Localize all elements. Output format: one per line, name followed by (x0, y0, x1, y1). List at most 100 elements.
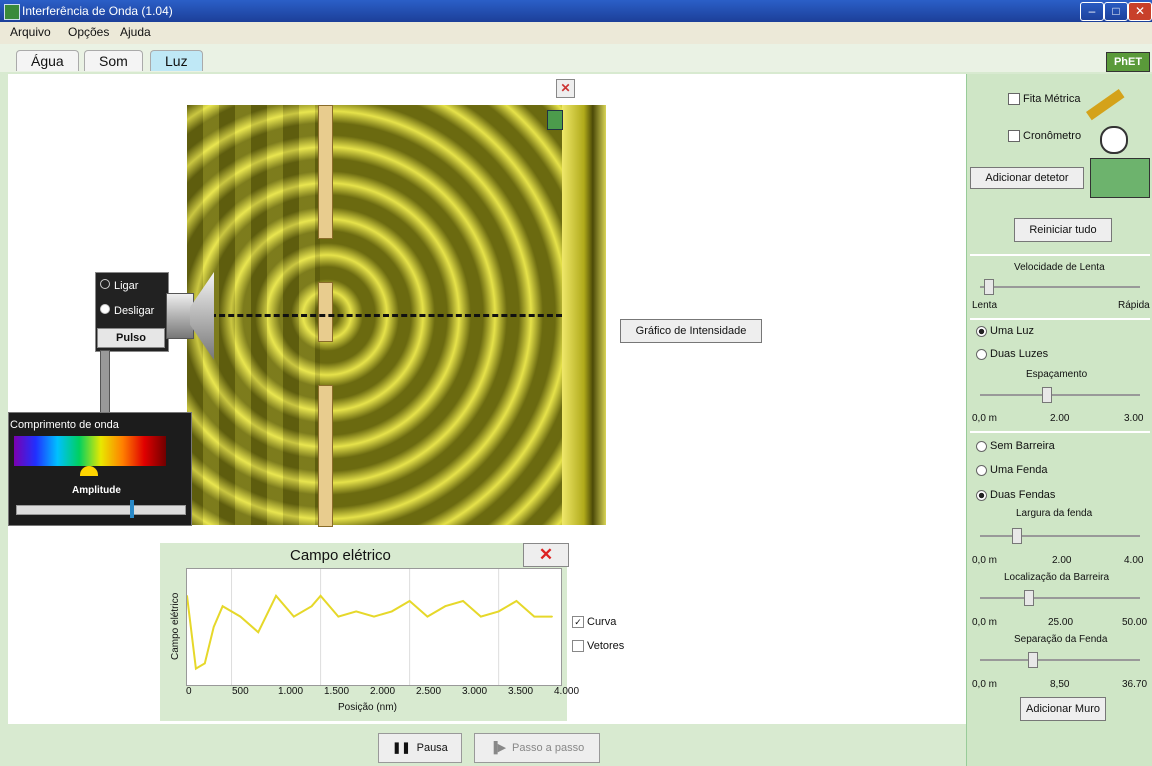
window-title: Interferência de Onda (1.04) (22, 4, 173, 18)
one-light-radio[interactable]: Uma Luz (976, 325, 1034, 337)
slit-separation-tick-mid: 8,50 (1050, 679, 1070, 690)
wave-axis-line (210, 314, 562, 317)
amplitude-label: Amplitude (72, 485, 121, 496)
chart-point (462, 600, 464, 602)
chart-point (319, 595, 322, 597)
barrier-location-tick-mid: 25.00 (1048, 617, 1074, 628)
chart-point (373, 615, 375, 618)
chart-point (391, 610, 393, 613)
lamp-body (166, 293, 194, 339)
step-icon: ▐▶ (489, 742, 507, 754)
slit-width-thumb[interactable] (1012, 528, 1022, 544)
menu-file[interactable]: Arquivo (10, 25, 51, 39)
chart-point (275, 595, 277, 597)
chart-point (355, 610, 357, 613)
minimize-button[interactable]: – (1080, 2, 1104, 21)
chart-x-tick: 3.000 (462, 686, 488, 697)
slit-width-label: Largura da fenda (1016, 508, 1093, 519)
chart-point (337, 615, 340, 618)
barrier-location-slider[interactable] (980, 597, 1140, 599)
no-barrier-radio[interactable]: Sem Barreira (976, 440, 1055, 452)
lamp-on-radio[interactable]: Ligar (100, 279, 138, 292)
separator (970, 318, 1150, 320)
chart-point (551, 615, 553, 618)
reset-all-button[interactable]: Reiniciar tudo (1014, 218, 1112, 242)
chart-point (408, 600, 411, 602)
screen-panel (562, 105, 606, 525)
lamp-pole (100, 350, 110, 416)
stopwatch-icon (1100, 126, 1128, 154)
wavelength-knob[interactable] (80, 466, 98, 476)
frequency-slider[interactable] (980, 286, 1140, 288)
chart-point (533, 615, 536, 618)
one-slit-radio[interactable]: Uma Fenda (976, 464, 1047, 476)
measuring-tape-checkbox[interactable]: Fita Métrica (1008, 93, 1080, 106)
slit-separation-tick-max: 36.70 (1122, 679, 1148, 690)
legend-curve-checkbox[interactable]: ✓ Curva (572, 616, 616, 629)
chart-point (257, 631, 260, 633)
chart-point (310, 605, 313, 607)
slit-width-tick-max: 4.00 (1124, 555, 1144, 566)
menu-bar (0, 22, 1152, 44)
amplitude-thumb[interactable] (130, 500, 134, 518)
chart-point (293, 615, 295, 618)
slit-width-tick-min: 0,0 m (972, 555, 998, 566)
wavelength-spectrum-slider[interactable] (14, 436, 166, 466)
pulse-button[interactable]: Pulso (97, 328, 165, 348)
chart-title: Campo elétrico (290, 547, 391, 564)
two-slits-radio[interactable]: Duas Fendas (976, 489, 1055, 501)
frequency-min: Lenta (972, 300, 998, 311)
screen-handle[interactable] (547, 110, 563, 130)
title-bar (0, 0, 1152, 22)
chart-point (221, 605, 224, 607)
close-window-button[interactable]: ✕ (1128, 2, 1152, 21)
barrier-bottom[interactable] (318, 385, 333, 527)
chart-x-tick: 3.500 (508, 686, 534, 697)
chart-x-label: Posição (nm) (338, 702, 397, 713)
barrier-middle[interactable] (318, 282, 333, 342)
intensity-graph-button[interactable]: Gráfico de Intensidade (620, 319, 762, 343)
barrier-location-thumb[interactable] (1024, 590, 1034, 606)
chart-point (497, 610, 500, 613)
spacing-tick-min: 0,0 m (972, 413, 998, 424)
separator (970, 254, 1150, 256)
slit-width-slider[interactable] (980, 535, 1140, 537)
slit-width-tick-mid: 2.00 (1052, 555, 1072, 566)
stopwatch-checkbox[interactable]: Cronômetro (1008, 130, 1081, 143)
slit-separation-tick-min: 0,0 m (972, 679, 998, 690)
chart-point (195, 667, 197, 670)
separator (970, 431, 1150, 433)
chart-x-tick: 0 (186, 686, 192, 697)
lamp-off-radio[interactable]: Desligar (100, 304, 154, 317)
frequency-label: Velocidade de Lenta (1014, 262, 1105, 273)
pause-button[interactable]: ❚❚ Pausa (378, 733, 462, 763)
close-chart-button[interactable]: ✕ (523, 543, 569, 567)
barrier-top[interactable] (318, 105, 333, 239)
add-detector-button[interactable]: Adicionar detetor (970, 167, 1084, 189)
slit-separation-thumb[interactable] (1028, 652, 1038, 668)
legend-vectors-checkbox[interactable]: Vetores (572, 640, 624, 653)
menu-options[interactable]: Opções (68, 25, 110, 39)
frequency-thumb[interactable] (984, 279, 994, 295)
spacing-slider[interactable] (980, 394, 1140, 396)
add-wall-button[interactable]: Adicionar Muro (1020, 697, 1106, 721)
tab-water[interactable]: Água (16, 50, 79, 71)
amplitude-slider[interactable] (16, 505, 186, 515)
tab-sound[interactable]: Som (84, 50, 143, 71)
tab-light[interactable]: Luz (150, 50, 203, 71)
slit-separation-label: Separação da Fenda (1014, 634, 1108, 645)
step-button[interactable]: ▐▶ Passo a passo (474, 733, 600, 763)
chart-point (426, 615, 429, 618)
two-lights-radio[interactable]: Duas Luzes (976, 348, 1048, 360)
chart-x-tick: 1.000 (278, 686, 304, 697)
chart-point (187, 595, 188, 597)
menu-help[interactable]: Ajuda (120, 25, 151, 39)
maximize-button[interactable]: □ (1104, 2, 1128, 21)
slit-separation-slider[interactable] (980, 659, 1140, 661)
spacing-thumb[interactable] (1042, 387, 1052, 403)
chart-point (212, 626, 215, 628)
spacing-tick-mid: 2.00 (1050, 413, 1070, 424)
close-screen-button[interactable]: ✕ (556, 79, 575, 98)
barrier-location-label: Localização da Barreira (1004, 572, 1110, 583)
chart-x-tick: 500 (232, 686, 249, 697)
